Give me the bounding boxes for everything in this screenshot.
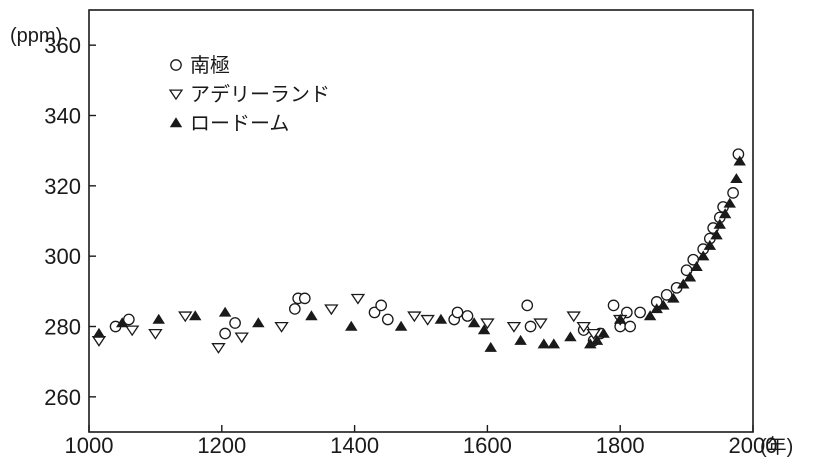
data-point [521,299,534,312]
y-tick-label: 300 [44,244,81,269]
y-tick-label: 320 [44,174,81,199]
data-point [703,239,717,250]
data-point [407,311,422,323]
legend-label: アデリーランド [190,82,330,106]
x-tick-label: 1000 [65,433,114,458]
data-point [696,250,710,261]
data-point [375,299,388,312]
y-tick-label: 280 [44,315,81,340]
y-tick-label: 260 [44,385,81,410]
data-point [586,328,601,340]
data-point [514,334,527,345]
data-point [92,327,106,338]
data-point [122,313,135,326]
data-point [718,208,732,219]
data-point [624,320,637,333]
data-point [218,306,232,317]
data-point [234,332,249,344]
data-point [667,292,680,303]
x-tick-label: 1400 [330,433,379,458]
data-point [477,324,491,335]
data-point [288,303,301,315]
data-point [350,293,366,305]
data-point [506,321,522,333]
data-point [178,311,193,323]
data-point [537,338,551,349]
data-point [305,310,318,321]
data-point [713,218,727,229]
data-point [524,320,537,333]
data-point [420,314,435,326]
data-point [211,343,226,354]
data-point [547,338,561,349]
y-tick-label: 360 [44,33,81,58]
data-point [124,325,140,337]
data-point [683,271,697,282]
data-point [597,327,610,338]
data-point [451,306,464,319]
legend-label: 南極 [190,53,230,77]
data-point [566,311,581,323]
legend-label: ロードーム [190,111,289,135]
data-point [484,341,497,352]
data-point [564,331,577,342]
data-point [252,317,265,328]
data-point [634,306,646,319]
data-point [219,327,231,340]
x-axis-unit-label: (年) [760,435,793,458]
data-point [152,313,165,324]
data-point [660,288,673,301]
data-point [613,313,627,324]
x-tick-label: 1600 [463,433,512,458]
data-point [723,197,736,208]
x-tick-label: 2000 [729,433,778,458]
data-point [590,334,604,345]
data-point [730,173,743,184]
data-point [690,261,703,271]
data-point [677,278,690,289]
data-points [91,148,746,354]
data-point [657,299,670,310]
data-point [480,318,495,330]
data-point [148,328,163,340]
data-point [607,299,620,312]
y-tick-label: 340 [44,104,81,129]
data-point [274,321,289,333]
data-point [643,310,657,321]
y-axis: 260 280 300 320 340 360 [44,33,96,410]
data-point [434,313,448,324]
y-axis-unit-label: (ppm) [10,25,62,47]
plot-frame [88,9,754,433]
data-point [324,304,339,316]
data-point [345,320,358,331]
data-point [576,321,591,333]
data-point [733,155,746,166]
legend-marker [170,59,182,71]
data-point [115,317,129,328]
legend-marker [168,89,184,101]
x-tick-label: 1800 [596,433,645,458]
data-point [381,313,394,326]
data-point [394,320,408,331]
data-point [189,310,202,321]
data-point [533,318,548,330]
data-point [467,317,481,328]
data-point [298,292,311,305]
data-point [229,317,241,329]
x-tick-label: 1200 [197,433,246,458]
legend-marker [169,117,183,128]
data-point [727,187,739,199]
data-point [368,306,381,319]
x-axis: 1000 1200 1400 1600 1800 2000 [65,425,778,458]
data-point [91,336,107,347]
data-point [710,229,723,240]
data-point [461,310,474,322]
